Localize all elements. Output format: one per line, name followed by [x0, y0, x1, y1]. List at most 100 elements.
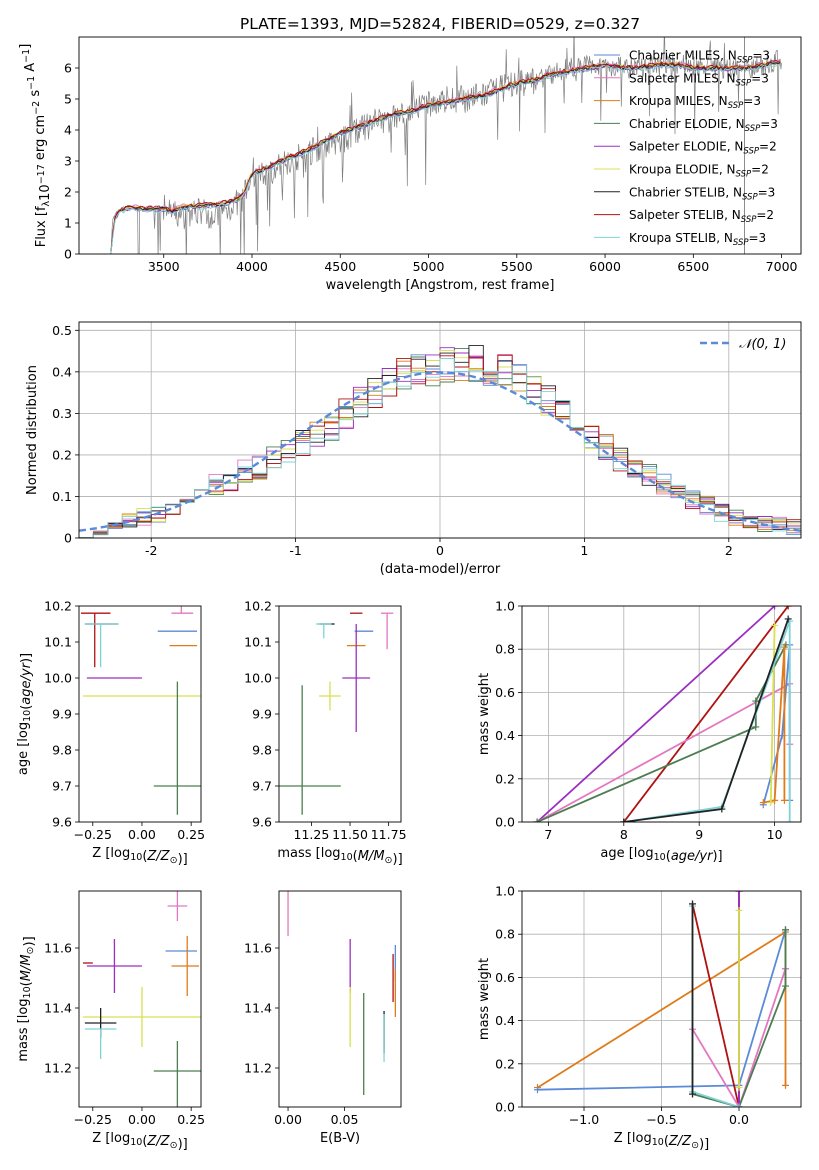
y-tick-label: 0.0 [495, 815, 515, 830]
errorbar-point [342, 624, 371, 732]
y-tick-label: 0.3 [52, 406, 72, 421]
legend-label: Kroupa STELIB, NSSP=3 [629, 231, 766, 248]
x-axis-label: Z [log10(Z/Z⊙)] [92, 1131, 187, 1152]
weight-marker [780, 796, 788, 804]
y-axis-label: mass weight [477, 673, 492, 755]
errorbar-point [86, 939, 142, 993]
axes-frame [278, 890, 402, 1108]
y-tick-label: 0.8 [495, 642, 515, 657]
weight-marker [782, 1081, 789, 1089]
weight-line [691, 968, 787, 1107]
y-tick-label: 9.8 [252, 743, 272, 758]
age_vs_Z-plot-area [80, 606, 201, 815]
y-tick-label: 2 [64, 185, 72, 200]
x-tick-label: −0.25 [74, 827, 112, 842]
x-axis-label: Z [log10(Z/Z⊙)] [614, 1131, 709, 1152]
y-tick-label: 0.4 [495, 728, 515, 743]
residual-histogram [79, 358, 801, 538]
y-axis-label: Flux [fλ10−17 erg cm−2 s−1 A−1] [18, 44, 53, 248]
y-tick-label: 11.4 [44, 1001, 72, 1016]
x-tick-label: 4000 [236, 259, 268, 274]
x-tick-label: 3500 [148, 259, 180, 274]
figure-title: PLATE=1393, MJD=52824, FIBERID=0529, z=0… [240, 15, 640, 33]
errorbar-point [279, 685, 341, 815]
x-tick-label: 5000 [413, 259, 445, 274]
y-tick-label: 0 [64, 247, 72, 262]
y-tick-label: 9.8 [52, 743, 72, 758]
y-tick-label: 9.6 [252, 815, 272, 830]
x-tick-label: 0.00 [128, 1112, 156, 1127]
x-tick-label: 6000 [589, 259, 621, 274]
legend-label: Chabrier STELIB, NSSP=3 [629, 185, 775, 202]
x-tick-label: 7000 [766, 259, 798, 274]
y-axis-label: age [log10(age/yr)] [16, 653, 34, 775]
axes-frame [521, 890, 802, 1108]
x-tick-label: 9 [695, 827, 703, 842]
x-tick-label: −0.5 [646, 1112, 676, 1127]
weight-marker [620, 818, 628, 822]
x-tick-label: 0.25 [177, 1112, 205, 1127]
y-tick-label: 11.2 [44, 1061, 72, 1076]
y-tick-label: 6 [64, 61, 72, 76]
weight_vs_age-plot-area [533, 606, 794, 822]
errorbar-point [171, 606, 194, 614]
x-tick-label: 0.05 [331, 1112, 359, 1127]
x-axis-label: E(B-V) [320, 1131, 360, 1146]
y-tick-label: 5 [64, 92, 72, 107]
weight-line [536, 682, 791, 822]
y-tick-label: 0.0 [495, 1100, 515, 1115]
x-tick-label: 0.0 [729, 1112, 749, 1127]
axes-frame [78, 605, 202, 823]
mass_vs_Z-plot-area [82, 891, 201, 1107]
y-tick-label: 0.2 [495, 1056, 515, 1071]
y-tick-label: 0.4 [52, 364, 72, 379]
y-tick-label: 9.9 [52, 707, 72, 722]
weight-marker [689, 900, 696, 908]
age_vs_mass-panel: 11.25 11.50 11.75 9.6 9.7 9.8 9.9 10.0 10.1 10.2 m… [244, 599, 406, 868]
y-tick-label: 0.6 [495, 685, 515, 700]
weight-marker [771, 606, 779, 610]
axes-frame [521, 605, 802, 823]
weight-line [763, 646, 786, 804]
x-tick-label: 7 [544, 827, 552, 842]
y-tick-label: 0.5 [52, 323, 72, 338]
y-tick-label: 3 [64, 154, 72, 169]
weight-marker [767, 799, 775, 807]
y-tick-label: 1 [64, 216, 72, 231]
y-tick-label: 10.2 [244, 599, 272, 614]
y-tick-label: 0.4 [495, 1013, 515, 1028]
mass_vs_ebv-panel: 0.00 0.05 11.2 11.4 11.6 E(B-V) [244, 890, 402, 1146]
weight-marker [782, 982, 789, 990]
x-tick-label: 4500 [324, 259, 356, 274]
x-tick-label: 5500 [501, 259, 533, 274]
model-line [110, 59, 781, 254]
x-tick-label: −1.0 [569, 1112, 599, 1127]
errorbar-point [316, 623, 332, 639]
axes-frame [78, 36, 802, 255]
spectrum-panel: 3500 4000 4500 5000 5500 6000 6500 7000 0 1 2 3 4 5 6 w… [18, 36, 802, 293]
x-tick-label: 6500 [677, 259, 709, 274]
y-tick-label: 0.2 [52, 447, 72, 462]
y-tick-label: 0 [64, 531, 72, 546]
observed-spectrum [110, 37, 782, 254]
y-axis-label: mass [log10(M/M⊙)] [16, 936, 37, 1061]
y-tick-label: 9.7 [252, 779, 272, 794]
weight-marker [752, 723, 760, 731]
weight-marker [533, 818, 541, 822]
y-tick-label: 10.1 [44, 635, 72, 650]
x-tick-label: -1 [289, 543, 301, 558]
errorbar-point [82, 987, 201, 1047]
legend-label: Chabrier MILES, NSSP=3 [629, 49, 770, 66]
age_vs_Z-panel: −0.25 0.00 0.25 9.6 9.7 9.8 9.9 10.0 10.1 10.2 Z [… [16, 599, 205, 868]
legend-label: Kroupa MILES, NSSP=3 [629, 94, 761, 111]
y-axis-label: mass weight [477, 958, 492, 1040]
y-tick-label: 4 [64, 123, 72, 138]
y-tick-label: 11.2 [244, 1061, 272, 1076]
axes-frame [78, 321, 802, 539]
weight-marker [689, 1090, 696, 1098]
x-axis-label: (data-model)/error [380, 562, 501, 577]
y-axis-label: Normed distribution [25, 365, 40, 495]
y-tick-label: 9.9 [252, 707, 272, 722]
y-tick-label: 10.2 [44, 599, 72, 614]
weight-marker [771, 621, 779, 629]
